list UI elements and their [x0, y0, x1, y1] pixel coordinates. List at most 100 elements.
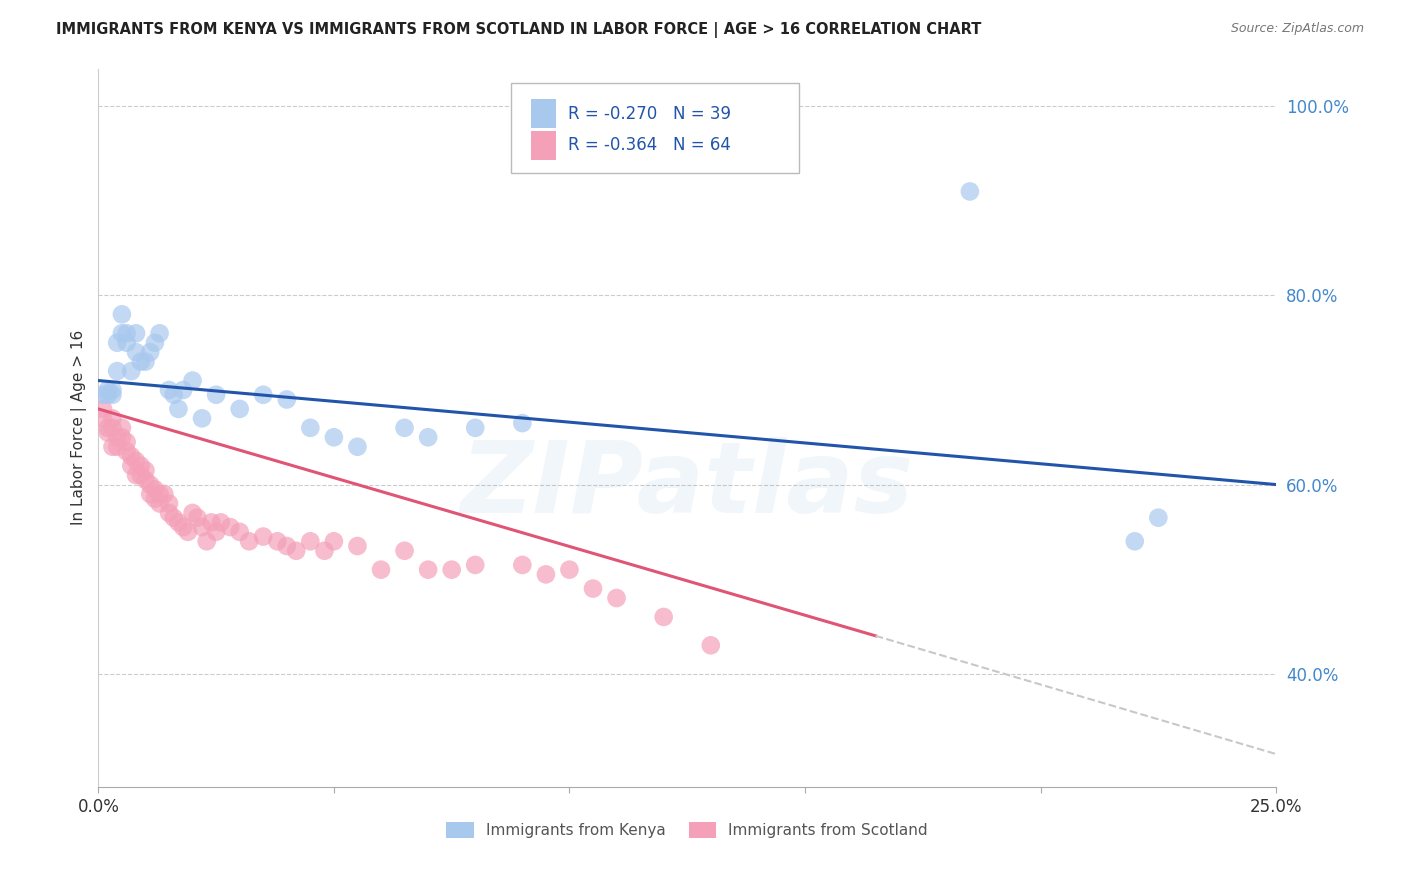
Point — [111, 421, 134, 435]
Text: R = -0.364   N = 64: R = -0.364 N = 64 — [568, 136, 731, 154]
Point — [464, 558, 486, 572]
Point — [276, 392, 298, 407]
Point — [322, 430, 344, 444]
Point — [97, 425, 120, 440]
Point — [111, 326, 134, 341]
Point — [606, 591, 628, 605]
Text: IMMIGRANTS FROM KENYA VS IMMIGRANTS FROM SCOTLAND IN LABOR FORCE | AGE > 16 CORR: IMMIGRANTS FROM KENYA VS IMMIGRANTS FROM… — [56, 22, 981, 38]
Point — [101, 421, 124, 435]
Point — [558, 563, 581, 577]
Point — [97, 421, 120, 435]
Point — [149, 487, 172, 501]
Point — [143, 335, 166, 350]
Point — [134, 354, 156, 368]
Point — [512, 558, 534, 572]
Point — [172, 383, 194, 397]
Point — [97, 388, 120, 402]
Point — [149, 496, 172, 510]
Point — [205, 524, 228, 539]
Point — [101, 383, 124, 397]
Point — [125, 454, 148, 468]
Point — [139, 477, 162, 491]
Point — [101, 388, 124, 402]
Point — [134, 463, 156, 477]
Point — [285, 543, 308, 558]
Point — [172, 520, 194, 534]
Point — [652, 610, 675, 624]
Point — [512, 416, 534, 430]
Point — [314, 543, 336, 558]
Point — [219, 520, 242, 534]
Point — [394, 421, 416, 435]
Point — [195, 534, 218, 549]
Point — [191, 411, 214, 425]
Point — [115, 326, 138, 341]
Point — [111, 307, 134, 321]
Point — [186, 510, 208, 524]
Point — [238, 534, 260, 549]
Point — [115, 435, 138, 450]
Point — [163, 510, 186, 524]
Point — [111, 430, 134, 444]
Point — [534, 567, 557, 582]
Point — [1123, 534, 1146, 549]
Point — [205, 388, 228, 402]
Point — [266, 534, 288, 549]
FancyBboxPatch shape — [510, 83, 799, 173]
Point — [167, 401, 190, 416]
Point — [228, 524, 250, 539]
Y-axis label: In Labor Force | Age > 16: In Labor Force | Age > 16 — [72, 330, 87, 525]
Point — [97, 383, 120, 397]
Point — [105, 335, 128, 350]
Point — [91, 411, 114, 425]
Point — [139, 487, 162, 501]
Point — [157, 383, 180, 397]
Point — [105, 440, 128, 454]
Legend: Immigrants from Kenya, Immigrants from Scotland: Immigrants from Kenya, Immigrants from S… — [440, 816, 934, 844]
Point — [959, 185, 981, 199]
Point — [129, 458, 152, 473]
Point — [181, 506, 204, 520]
Point — [163, 388, 186, 402]
Point — [416, 563, 439, 577]
Point — [105, 364, 128, 378]
Point — [101, 411, 124, 425]
Point — [120, 449, 142, 463]
Text: Source: ZipAtlas.com: Source: ZipAtlas.com — [1230, 22, 1364, 36]
Point — [370, 563, 392, 577]
Point — [582, 582, 605, 596]
Point — [346, 539, 368, 553]
Point — [416, 430, 439, 444]
Point — [125, 345, 148, 359]
Point — [149, 326, 172, 341]
Point — [129, 468, 152, 483]
Point — [464, 421, 486, 435]
Point — [1147, 510, 1170, 524]
Point — [134, 473, 156, 487]
Point — [115, 335, 138, 350]
Point — [125, 468, 148, 483]
Point — [276, 539, 298, 553]
Point — [143, 483, 166, 497]
Point — [394, 543, 416, 558]
Point — [91, 401, 114, 416]
Point — [157, 506, 180, 520]
Point — [209, 516, 232, 530]
Point — [200, 516, 222, 530]
Bar — [530, 99, 557, 128]
Point — [181, 374, 204, 388]
Point — [105, 430, 128, 444]
Point — [252, 388, 274, 402]
Point — [91, 388, 114, 402]
Point — [191, 520, 214, 534]
Point — [167, 516, 190, 530]
Point — [115, 444, 138, 458]
Bar — [530, 131, 557, 160]
Text: ZIPatlas: ZIPatlas — [461, 437, 914, 533]
Point — [120, 458, 142, 473]
Point — [346, 440, 368, 454]
Point — [252, 530, 274, 544]
Point — [299, 421, 322, 435]
Point — [101, 440, 124, 454]
Text: R = -0.270   N = 39: R = -0.270 N = 39 — [568, 104, 731, 123]
